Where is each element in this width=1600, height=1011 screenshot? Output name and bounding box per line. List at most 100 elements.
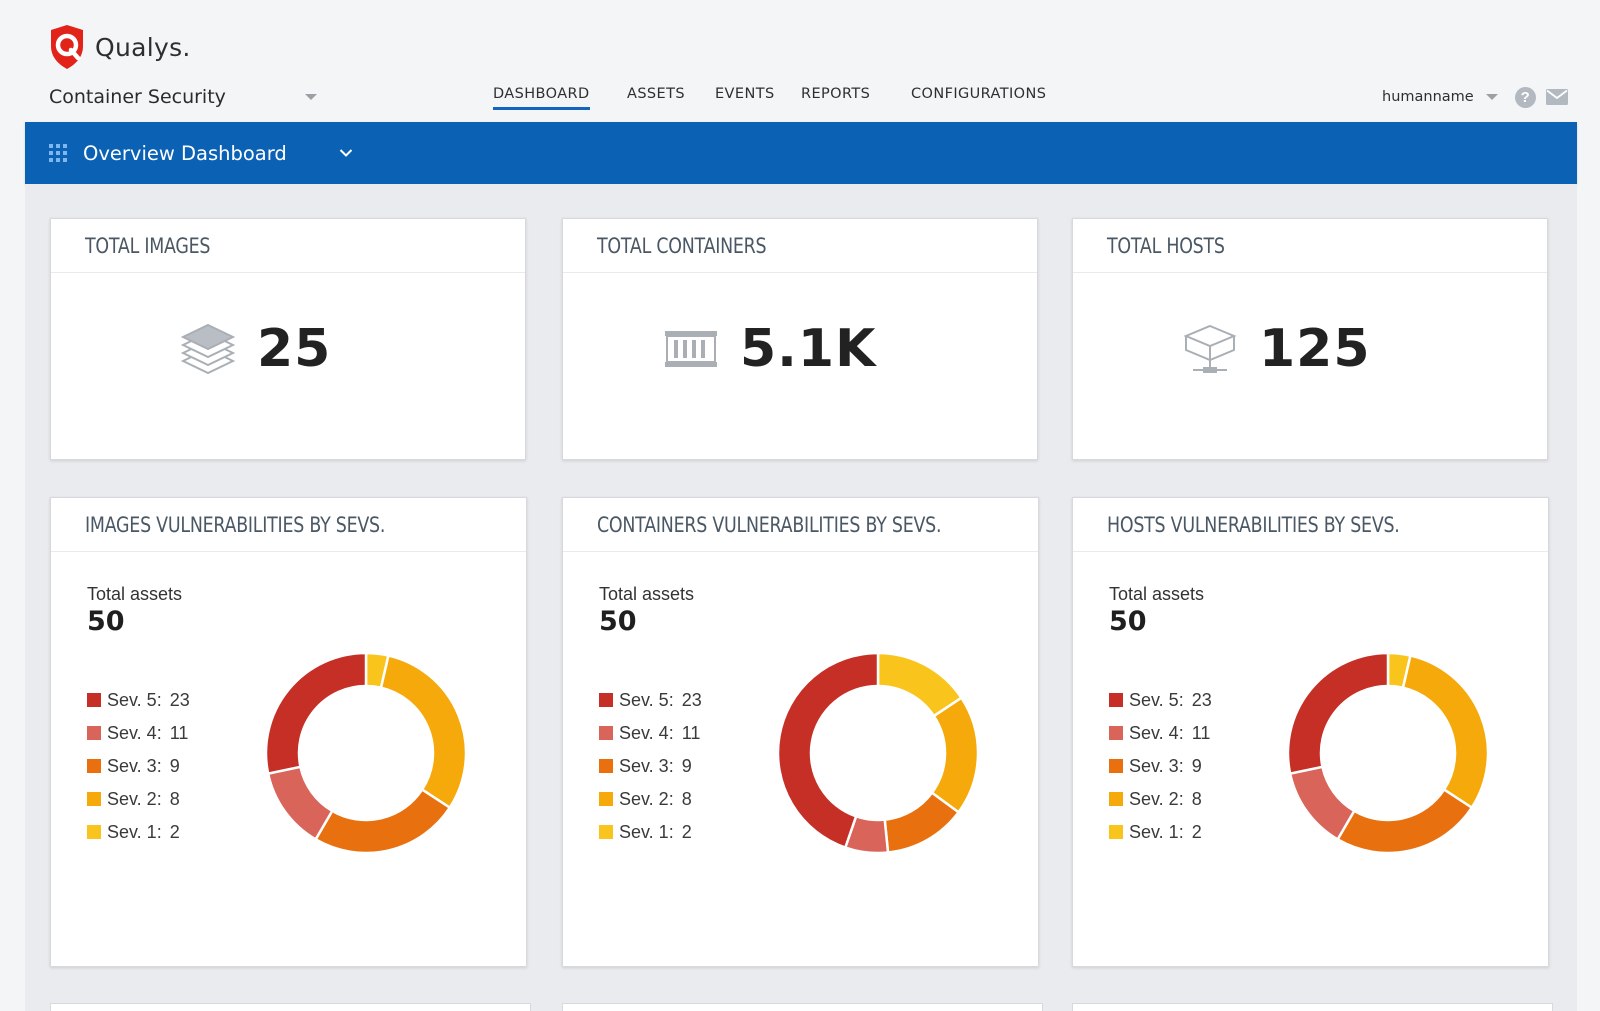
legend-swatch xyxy=(87,759,101,773)
legend-item[interactable]: Sev. 1: 2 xyxy=(599,820,702,844)
user-name[interactable]: humanname xyxy=(1382,89,1474,105)
legend-count: 8 xyxy=(1191,788,1202,809)
stat-card-containers[interactable]: TOTAL CONTAINERS 5.1K xyxy=(562,218,1038,460)
legend-item[interactable]: Sev. 2: 8 xyxy=(1109,787,1212,811)
legend-item[interactable]: Sev. 1: 2 xyxy=(87,820,190,844)
next-card-peek xyxy=(562,1003,1043,1011)
legend-swatch xyxy=(599,792,613,806)
legend-swatch xyxy=(87,726,101,740)
legend-label: Sev. 5: xyxy=(1129,689,1184,710)
donut-slice-sev-4[interactable] xyxy=(266,765,334,842)
legend-item[interactable]: Sev. 5: 23 xyxy=(1109,688,1212,712)
legend-swatch xyxy=(599,759,613,773)
total-assets-value: 50 xyxy=(87,606,125,637)
legend-swatch xyxy=(1109,825,1123,839)
brand-name: Qualys. xyxy=(95,32,191,62)
legend-count: 8 xyxy=(681,788,692,809)
card-title: TOTAL CONTAINERS xyxy=(597,233,767,258)
legend-swatch xyxy=(87,792,101,806)
legend-item[interactable]: Sev. 4: 11 xyxy=(1109,721,1212,745)
card-title: TOTAL HOSTS xyxy=(1107,233,1225,258)
donut-slice-sev-5[interactable] xyxy=(777,652,880,850)
legend-label: Sev. 4: xyxy=(1129,722,1184,743)
severity-legend: Sev. 5: 23 Sev. 4: 11 Sev. 3: 9 Sev. 2: 8 Sev. 1… xyxy=(1109,688,1212,853)
donut-slice-sev-5[interactable] xyxy=(265,652,368,776)
legend-count: 9 xyxy=(169,755,180,776)
next-card-peek xyxy=(50,1003,531,1011)
tab-configurations[interactable]: CONFIGURATIONS xyxy=(911,86,1047,102)
legend-label: Sev. 3: xyxy=(1129,755,1184,776)
tab-events[interactable]: EVENTS xyxy=(715,86,775,102)
help-icon[interactable]: ? xyxy=(1514,86,1536,108)
legend-item[interactable]: Sev. 2: 8 xyxy=(87,787,190,811)
legend-label: Sev. 5: xyxy=(619,689,674,710)
legend-count: 2 xyxy=(681,821,692,842)
legend-swatch xyxy=(599,825,613,839)
stat-card-images[interactable]: TOTAL IMAGES 25 xyxy=(50,218,526,460)
severity-donut-chart xyxy=(777,652,979,854)
vuln-card-images[interactable]: IMAGES VULNERABILITIES BY SEVS. Total ass… xyxy=(50,497,527,967)
legend-count: 9 xyxy=(681,755,692,776)
total-assets-value: 50 xyxy=(1109,606,1147,637)
legend-swatch xyxy=(87,825,101,839)
tab-reports[interactable]: REPORTS xyxy=(801,86,871,102)
module-switcher[interactable]: Container Security xyxy=(49,82,325,112)
chart-title: CONTAINERS VULNERABILITIES BY SEVS. xyxy=(597,512,942,537)
legend-item[interactable]: Sev. 3: 9 xyxy=(87,754,190,778)
donut-slice-sev-4[interactable] xyxy=(1288,765,1356,842)
legend-label: Sev. 1: xyxy=(1129,821,1184,842)
severity-donut-chart xyxy=(1287,652,1489,854)
donut-slice-sev-2[interactable] xyxy=(930,696,979,815)
severity-legend: Sev. 5: 23 Sev. 4: 11 Sev. 3: 9 Sev. 2: 8 Sev. 1… xyxy=(87,688,190,853)
legend-label: Sev. 2: xyxy=(1129,788,1184,809)
legend-count: 9 xyxy=(1191,755,1202,776)
legend-count: 8 xyxy=(169,788,180,809)
qualys-shield-icon xyxy=(51,25,83,69)
module-title: Container Security xyxy=(49,86,226,108)
donut-slice-sev-2[interactable] xyxy=(1401,654,1489,810)
legend-item[interactable]: Sev. 4: 11 xyxy=(599,721,702,745)
legend-item[interactable]: Sev. 5: 23 xyxy=(87,688,190,712)
legend-label: Sev. 4: xyxy=(107,722,162,743)
legend-swatch xyxy=(1109,693,1123,707)
dashboard-title[interactable]: Overview Dashboard xyxy=(83,141,287,165)
legend-count: 11 xyxy=(681,722,701,743)
legend-item[interactable]: Sev. 3: 9 xyxy=(1109,754,1212,778)
legend-count: 11 xyxy=(169,722,189,743)
user-caret-icon[interactable] xyxy=(1485,94,1498,100)
host-icon xyxy=(1183,324,1237,373)
legend-item[interactable]: Sev. 4: 11 xyxy=(87,721,190,745)
tab-assets[interactable]: ASSETS xyxy=(627,86,685,102)
donut-slice-sev-3[interactable] xyxy=(1335,787,1474,854)
severity-legend: Sev. 5: 23 Sev. 4: 11 Sev. 3: 9 Sev. 2: 8 Sev. 1… xyxy=(599,688,702,853)
chart-title: HOSTS VULNERABILITIES BY SEVS. xyxy=(1107,512,1400,537)
grid-icon[interactable] xyxy=(49,144,67,162)
tab-dashboard[interactable]: DASHBOARD xyxy=(493,86,590,110)
chevron-down-icon[interactable] xyxy=(339,148,353,158)
legend-swatch xyxy=(1109,792,1123,806)
total-assets-label: Total assets xyxy=(1109,584,1205,604)
brand-logo[interactable]: Qualys. xyxy=(48,22,191,72)
legend-label: Sev. 1: xyxy=(107,821,162,842)
legend-swatch xyxy=(599,693,613,707)
donut-slice-sev-5[interactable] xyxy=(1287,652,1390,776)
legend-swatch xyxy=(599,726,613,740)
legend-item[interactable]: Sev. 2: 8 xyxy=(599,787,702,811)
vuln-card-containers[interactable]: CONTAINERS VULNERABILITIES BY SEVS. Total… xyxy=(562,497,1039,967)
vuln-card-hosts[interactable]: HOSTS VULNERABILITIES BY SEVS. Total asse… xyxy=(1072,497,1549,967)
mail-icon[interactable] xyxy=(1545,89,1568,105)
donut-slice-sev-2[interactable] xyxy=(379,654,467,810)
caret-down-icon xyxy=(305,94,317,100)
donut-slice-sev-3[interactable] xyxy=(313,787,452,854)
legend-item[interactable]: Sev. 1: 2 xyxy=(1109,820,1212,844)
total-assets-label: Total assets xyxy=(599,584,695,604)
total-assets-value: 50 xyxy=(599,606,637,637)
legend-label: Sev. 3: xyxy=(107,755,162,776)
legend-item[interactable]: Sev. 5: 23 xyxy=(599,688,702,712)
stat-value: 25 xyxy=(257,319,332,379)
legend-label: Sev. 1: xyxy=(619,821,674,842)
stat-card-hosts[interactable]: TOTAL HOSTS 125 xyxy=(1072,218,1548,460)
legend-item[interactable]: Sev. 3: 9 xyxy=(599,754,702,778)
legend-count: 23 xyxy=(1191,689,1212,710)
severity-donut-chart xyxy=(265,652,467,854)
